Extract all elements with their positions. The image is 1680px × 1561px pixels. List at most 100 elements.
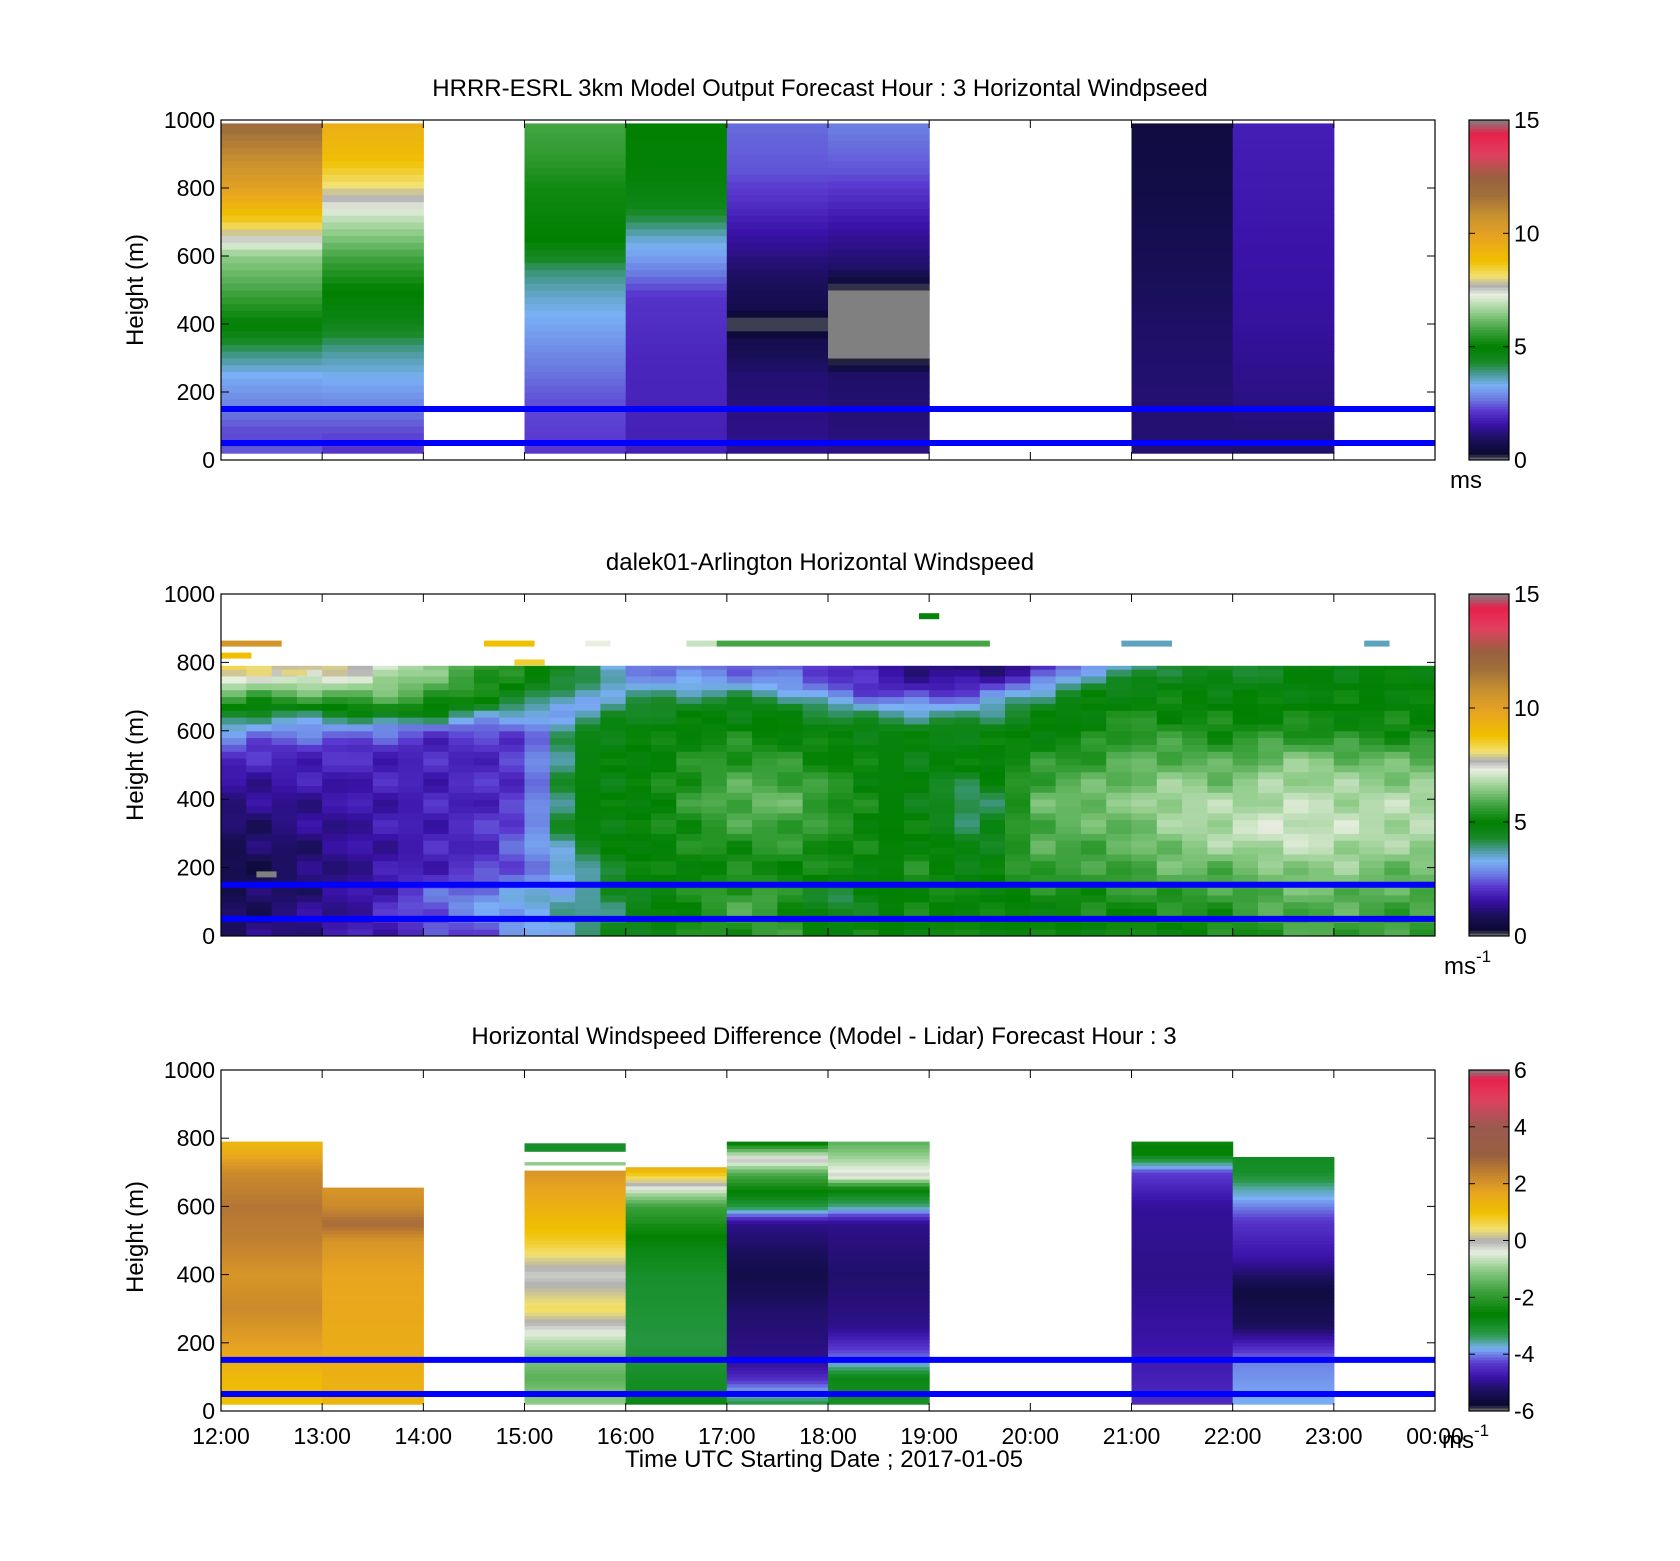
heatmap-cell: [524, 710, 551, 718]
heatmap-cell: [1080, 730, 1107, 739]
heatmap-cell: [777, 696, 804, 704]
heatmap-cell: [372, 730, 399, 739]
heatmap-cell: [423, 730, 450, 739]
heatmap-cell: [1055, 689, 1082, 698]
heatmap-cell: [1384, 689, 1411, 698]
colorbar-segment: [1469, 278, 1509, 282]
heatmap-cell: [322, 908, 348, 916]
heatmap-cell: [1232, 1213, 1335, 1218]
heatmap-cell: [347, 689, 374, 698]
y-tick-label: 400: [177, 311, 215, 337]
heatmap-cell: [828, 181, 930, 189]
heatmap-cell: [473, 730, 500, 739]
heatmap-cell: [828, 235, 930, 243]
colorbar-segment: [1469, 414, 1509, 418]
colorbar-segment: [1469, 645, 1509, 649]
heatmap-cell: [1409, 669, 1436, 677]
heatmap-cell: [979, 792, 1006, 800]
heatmap-cell: [625, 1247, 728, 1252]
heatmap-cell: [322, 378, 424, 386]
heatmap-cell: [221, 1312, 323, 1316]
heatmap-cell: [1384, 819, 1411, 827]
heatmap-cell: [903, 847, 930, 855]
heatmap-cell: [828, 833, 854, 841]
heatmap-cell: [398, 669, 424, 677]
heatmap-cell: [1156, 730, 1183, 739]
heatmap-cell: [1308, 703, 1335, 711]
heatmap-cell: [1409, 833, 1436, 841]
heatmap-cell: [1131, 840, 1158, 848]
colorbar-segment: [1469, 1087, 1509, 1091]
heatmap-cell: [1207, 744, 1234, 752]
heatmap-cell: [853, 806, 880, 814]
colorbar-segment: [1469, 901, 1509, 906]
heatmap-cell: [575, 799, 601, 807]
heatmap-cell: [954, 710, 981, 718]
heatmap-cell: [221, 1182, 323, 1187]
heatmap-cell: [1055, 929, 1082, 937]
colorbar-segment: [1469, 386, 1509, 390]
heatmap-cell: [777, 710, 804, 718]
heatmap-cell: [1283, 929, 1310, 937]
heatmap-cell: [423, 847, 450, 855]
colorbar-segment: [1469, 423, 1509, 427]
heatmap-cell: [600, 847, 627, 855]
heatmap-cell: [1283, 765, 1310, 773]
heatmap-cell: [828, 1199, 930, 1204]
heatmap-cell: [221, 1254, 323, 1258]
colorbar-segment: [1469, 699, 1509, 703]
heatmap-cell: [549, 765, 576, 773]
heatmap-cell: [1156, 669, 1183, 677]
heatmap-cell: [828, 1247, 930, 1252]
heatmap-cell: [828, 744, 854, 752]
colorbar-segment: [1469, 1195, 1509, 1199]
heatmap-cell: [1308, 669, 1335, 677]
heatmap-cell: [625, 419, 728, 427]
heatmap-cell: [1156, 751, 1183, 759]
heatmap-cell: [322, 1288, 424, 1293]
heatmap-cell: [600, 669, 627, 677]
heatmap-cell: [903, 929, 930, 937]
heatmap-cell: [1131, 296, 1234, 305]
heatmap-cell: [448, 895, 475, 903]
heatmap-cell: [676, 874, 703, 882]
heatmap-cell: [777, 765, 804, 773]
heatmap-cell: [802, 901, 829, 910]
heatmap-cell: [752, 696, 778, 704]
heatmap-cell: [651, 840, 677, 848]
heatmap-cell: [1207, 765, 1234, 773]
heatmap-cell: [549, 703, 576, 711]
heatmap-cell: [246, 751, 273, 759]
heatmap-cell: [322, 1322, 424, 1327]
heatmap-cell: [625, 215, 728, 223]
heatmap-cell: [296, 819, 323, 827]
heatmap-cell: [625, 1185, 728, 1190]
heatmap-cell: [1232, 1157, 1335, 1160]
heatmap-cell: [954, 895, 981, 903]
heatmap-cell: [473, 751, 500, 759]
heatmap-cell: [1182, 758, 1208, 766]
heatmap-cell: [625, 1278, 728, 1282]
colorbar-segment: [1469, 207, 1509, 212]
heatmap-cell: [1030, 888, 1057, 896]
heatmap-cell: [1080, 812, 1107, 821]
heatmap-cell: [929, 792, 955, 800]
heatmap-cell: [524, 1185, 627, 1190]
heatmap-cell: [625, 283, 728, 291]
heatmap-cell: [1131, 1373, 1234, 1378]
heatmap-cell: [322, 283, 424, 291]
heatmap-cell: [322, 317, 424, 325]
colorbar-segment: [1469, 1109, 1509, 1114]
heatmap-cell: [1258, 908, 1284, 916]
heatmap-cell: [1030, 730, 1057, 739]
heatmap-cell: [1232, 1199, 1335, 1204]
colorbar-segment: [1469, 1345, 1509, 1349]
heatmap-cell: [625, 758, 652, 766]
heatmap-cell: [1308, 665, 1335, 670]
heatmap-cell: [499, 771, 525, 780]
heatmap-cell: [1232, 1185, 1335, 1190]
colorbar-segment: [1469, 139, 1509, 144]
heatmap-cell: [1156, 867, 1183, 875]
heatmap-cell: [1232, 765, 1259, 773]
heatmap-cell: [221, 1172, 323, 1177]
